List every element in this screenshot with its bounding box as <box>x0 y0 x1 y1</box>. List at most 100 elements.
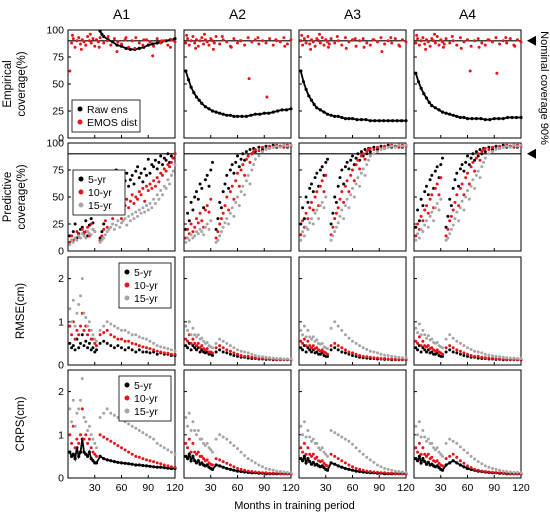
data-point-10-yr <box>469 354 473 357</box>
data-point-10-yr <box>225 461 229 465</box>
data-point-10-yr <box>80 407 84 411</box>
data-point-10-yr <box>169 465 173 469</box>
data-point-5-yr <box>148 351 152 355</box>
data-point-15-yr <box>343 333 347 337</box>
data-point-10-yr <box>166 351 170 355</box>
data-point-emos-dist <box>414 41 418 45</box>
data-point-10-yr <box>308 206 312 210</box>
data-point-emos-dist <box>433 41 437 45</box>
data-point-10-yr <box>89 222 93 226</box>
data-point-5-yr <box>221 350 225 354</box>
data-point-10-yr <box>261 145 264 149</box>
data-point-15-yr <box>202 441 206 445</box>
data-point-5-yr <box>68 450 72 454</box>
data-point-15-yr <box>228 441 232 445</box>
data-point-10-yr <box>433 186 437 190</box>
data-point-5-yr <box>466 354 469 358</box>
data-point-15-yr <box>426 225 430 229</box>
data-point-10-yr <box>359 154 363 158</box>
data-point-5-yr <box>169 154 173 158</box>
panel-frame-a2-row-0 <box>183 29 292 139</box>
data-point-emos-dist <box>169 38 173 42</box>
data-point-10-yr <box>146 189 150 192</box>
data-point-10-yr <box>150 186 154 190</box>
data-point-raw-ens <box>462 115 466 120</box>
data-point-10-yr <box>264 471 268 475</box>
data-point-10-yr <box>98 333 102 337</box>
data-point-15-yr <box>112 227 116 231</box>
data-point-10-yr <box>193 225 197 229</box>
data-point-15-yr <box>73 236 77 240</box>
data-point-15-yr <box>228 344 232 348</box>
data-point-15-yr <box>351 442 354 446</box>
data-point-10-yr <box>218 458 222 462</box>
data-point-10-yr <box>137 344 141 348</box>
data-point-5-yr <box>448 348 452 352</box>
data-point-emos-dist <box>71 37 75 41</box>
data-point-10-yr <box>214 346 218 350</box>
data-point-10-yr <box>383 471 387 475</box>
data-point-emos-dist <box>142 38 146 42</box>
data-point-raw-ens <box>137 46 141 51</box>
data-point-15-yr <box>77 303 81 306</box>
data-point-emos-dist <box>329 37 333 41</box>
data-point-raw-ens <box>510 115 514 120</box>
data-point-emos-dist <box>495 71 499 75</box>
data-point-10-yr <box>171 156 175 160</box>
data-point-emos-dist <box>368 43 372 47</box>
data-point-raw-ens <box>382 119 386 123</box>
data-point-5-yr <box>130 462 134 466</box>
data-point-10-yr <box>75 437 79 441</box>
data-point-10-yr <box>102 435 106 439</box>
data-point-15-yr <box>221 339 225 343</box>
data-point-10-yr <box>257 149 261 153</box>
data-point-10-yr <box>343 461 347 465</box>
data-point-15-yr <box>340 328 344 332</box>
data-point-15-yr <box>329 326 333 330</box>
data-point-15-yr <box>200 230 204 234</box>
data-point-15-yr <box>343 437 347 441</box>
data-point-10-yr <box>318 184 322 188</box>
data-point-10-yr <box>487 470 491 474</box>
data-point-15-yr <box>95 446 98 450</box>
data-point-emos-dist <box>483 43 487 47</box>
data-point-15-yr <box>466 346 469 350</box>
data-point-5-yr <box>466 154 469 158</box>
data-point-5-yr <box>455 461 459 465</box>
x-tick-label: 60 <box>347 482 359 494</box>
data-point-10-yr <box>120 337 123 341</box>
data-point-raw-ens <box>312 102 316 107</box>
data-point-15-yr <box>155 193 159 197</box>
data-point-15-yr <box>289 143 293 147</box>
data-point-10-yr <box>512 145 516 149</box>
data-point-15-yr <box>82 311 86 315</box>
data-point-15-yr <box>331 234 335 238</box>
data-point-10-yr <box>214 457 218 461</box>
data-point-15-yr <box>173 452 177 456</box>
data-point-10-yr <box>152 460 156 464</box>
data-point-5-yr <box>444 225 448 229</box>
data-point-10-yr <box>169 160 173 164</box>
data-point-emos-dist <box>70 41 74 45</box>
data-point-15-yr <box>123 328 127 332</box>
data-point-raw-ens <box>228 113 232 117</box>
data-point-15-yr <box>239 349 243 353</box>
data-point-15-yr <box>134 210 138 214</box>
data-point-5-yr <box>228 168 232 172</box>
data-point-15-yr <box>189 429 193 432</box>
data-point-10-yr <box>228 349 232 353</box>
data-point-5-yr <box>98 236 102 240</box>
y-tick-label: 100 <box>46 25 64 37</box>
data-point-raw-ens <box>280 108 284 112</box>
data-point-15-yr <box>469 184 473 188</box>
data-point-emos-dist <box>432 39 436 43</box>
data-point-emos-dist <box>207 43 211 47</box>
data-point-10-yr <box>236 171 239 175</box>
data-point-10-yr <box>425 454 428 458</box>
data-point-5-yr <box>435 165 439 169</box>
data-point-emos-dist <box>435 35 439 38</box>
data-point-5-yr <box>221 190 225 194</box>
data-point-10-yr <box>253 470 257 474</box>
data-point-15-yr <box>476 350 480 354</box>
data-point-10-yr <box>216 230 220 234</box>
